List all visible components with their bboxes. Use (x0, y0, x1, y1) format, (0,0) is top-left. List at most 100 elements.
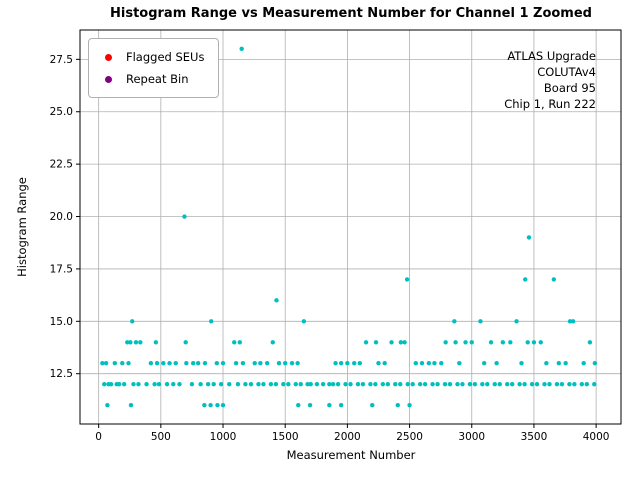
data-point (136, 381, 141, 387)
data-point (455, 381, 460, 387)
data-point (208, 402, 213, 408)
data-point (447, 381, 453, 387)
data-point (220, 402, 226, 408)
data-point (237, 340, 243, 345)
data-point (283, 361, 288, 366)
data-point (509, 381, 515, 387)
data-point (305, 381, 310, 387)
data-point (126, 361, 131, 366)
data-point (385, 381, 391, 387)
data-point (218, 381, 224, 387)
data-point (239, 46, 244, 52)
data-point (281, 381, 286, 387)
data-point (152, 381, 157, 387)
data-point (252, 361, 257, 366)
y-tick-label: 17.5 (50, 263, 73, 275)
data-point (112, 361, 118, 366)
data-point (584, 381, 589, 387)
annotation-line: COLUTAv4 (537, 65, 596, 79)
x-tick-label: 2000 (334, 431, 361, 443)
data-point (258, 361, 263, 366)
repeat-bin-marker-icon (105, 75, 112, 83)
flagged-seus-marker-icon (105, 53, 112, 61)
data-point (542, 381, 547, 387)
data-point (103, 361, 109, 366)
data-point (505, 381, 510, 387)
data-point (360, 381, 366, 387)
y-axis-label: Histogram Range (15, 177, 29, 277)
data-point (380, 381, 386, 387)
data-point (469, 340, 474, 345)
tick-labels: 0 500 1000 1500 2000 2500 3000 3500 4000 12.5 15.0… (50, 54, 610, 443)
legend-item-flagged-seus: Flagged SEUs (99, 46, 204, 68)
data-point (508, 340, 513, 345)
data-point (393, 381, 398, 387)
data-point (171, 381, 176, 387)
data-point (261, 381, 266, 387)
data-point (402, 340, 407, 345)
data-point (270, 340, 275, 345)
data-point (357, 361, 363, 366)
data-point (268, 381, 274, 387)
data-point (144, 381, 149, 387)
annotation-line: ATLAS Upgrade (507, 49, 596, 63)
data-point (587, 340, 593, 345)
data-point (327, 381, 332, 387)
y-tick-label: 15.0 (50, 316, 73, 328)
data-point (554, 381, 560, 387)
data-point (442, 381, 448, 387)
data-point (301, 319, 307, 324)
data-point (235, 381, 241, 387)
data-point (211, 381, 216, 387)
legend-label: Repeat Bin (126, 72, 189, 86)
data-point (432, 361, 437, 366)
legend-item-repeat-bin: Repeat Bin (99, 68, 204, 90)
data-point (398, 340, 404, 345)
data-point (453, 340, 458, 345)
data-point (529, 381, 535, 387)
data-point (592, 361, 598, 366)
data-point (382, 361, 387, 366)
data-point (488, 340, 494, 345)
legend-label: Flagged SEUs (126, 50, 205, 64)
data-point (410, 381, 415, 387)
data-point (563, 361, 568, 366)
data-point (308, 381, 313, 387)
data-point (177, 381, 182, 387)
x-tick-label: 3500 (521, 431, 548, 443)
data-point (183, 340, 188, 345)
data-point (463, 340, 468, 345)
x-axis-label: Measurement Number (286, 448, 416, 462)
x-tick-label: 500 (151, 431, 171, 443)
data-point (430, 381, 435, 387)
legend: Flagged SEUs Repeat Bin (88, 38, 220, 98)
y-tick-label: 12.5 (50, 368, 73, 380)
data-point (227, 381, 232, 387)
data-point (363, 340, 369, 345)
data-point (485, 381, 490, 387)
data-point (121, 381, 127, 387)
axes-spines (79, 29, 622, 425)
data-point (314, 381, 320, 387)
data-point (389, 340, 394, 345)
data-point (131, 381, 136, 387)
y-tick-label: 20.0 (50, 211, 73, 223)
data-point (547, 381, 552, 387)
data-point (525, 340, 530, 345)
x-tick-label: 0 (95, 431, 102, 443)
data-point (514, 319, 519, 324)
chart-title: Histogram Range vs Measurement Number fo… (110, 6, 592, 21)
data-point (240, 361, 246, 366)
data-point (338, 402, 344, 408)
data-point (120, 361, 125, 366)
data-point (215, 402, 220, 408)
data-point (538, 340, 543, 345)
data-point (276, 361, 282, 366)
data-point (307, 402, 313, 408)
data-point (156, 381, 162, 387)
data-point (439, 361, 444, 366)
data-point (467, 381, 473, 387)
data-point (295, 361, 300, 366)
data-point (478, 319, 483, 324)
